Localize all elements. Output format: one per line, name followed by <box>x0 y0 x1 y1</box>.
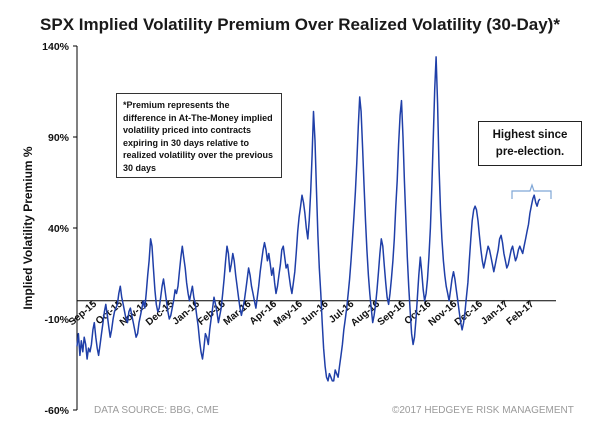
chart-title: SPX Implied Volatility Premium Over Real… <box>40 15 560 34</box>
series-group <box>76 56 541 382</box>
y-tick-label: -60% <box>44 405 69 417</box>
footnote-box: *Premium represents the difference in At… <box>116 93 282 178</box>
y-tick-label: -10% <box>44 314 69 326</box>
x-tick-label: Mar-16 <box>222 298 254 327</box>
y-tick-label: 90% <box>48 132 70 144</box>
x-tick-label: Feb-17 <box>505 298 537 327</box>
series-line <box>76 56 541 382</box>
footer-copyright: ©2017 HEDGEYE RISK MANAGEMENT <box>392 405 574 416</box>
callout-box: Highest since pre-election. <box>478 121 582 166</box>
x-tick-label: Sep-16 <box>376 298 409 328</box>
y-tick-label: 140% <box>42 41 70 53</box>
y-ticks: 140% 90% 40% -10% -60% <box>42 41 77 417</box>
y-tick-label: 40% <box>48 223 70 235</box>
x-tick-label: Aug-16 <box>349 298 382 328</box>
footer-source: DATA SOURCE: BBG, CME <box>94 405 219 416</box>
x-tick-label: Jan-17 <box>479 298 511 327</box>
x-tick-label: May-16 <box>272 298 305 329</box>
y-axis-label: Implied Volatility Premium % <box>21 146 35 309</box>
x-tick-label: Jun-16 <box>299 298 331 327</box>
callout-bracket <box>511 183 552 199</box>
x-tick-label: Nov-16 <box>427 298 460 328</box>
